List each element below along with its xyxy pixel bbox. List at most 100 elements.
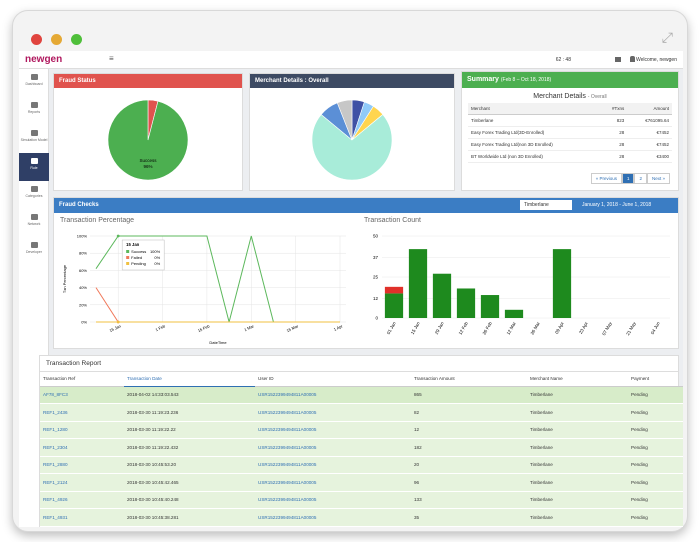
table-row[interactable]: REF1_2304 2018-03-30 11:19:22.432 USR15223… [40, 438, 683, 456]
x-tick-label: 1 Mar [243, 323, 255, 332]
y-tick-label: 50 [373, 234, 379, 239]
sidebar-item[interactable]: Dashboard [19, 69, 49, 97]
column-header[interactable]: Transaction Ref [43, 376, 76, 382]
table-cell: 865 [414, 392, 422, 398]
table-cell: 2018-03-30 11:19:22.432 [127, 444, 179, 450]
table-cell: Pending [631, 497, 648, 503]
bar-segment [408, 249, 428, 318]
sidebar-label: Rule [30, 166, 38, 170]
page-button[interactable]: 2 [634, 173, 647, 184]
column-header[interactable]: User ID [258, 376, 274, 382]
table-cell: 12 [414, 427, 420, 433]
sidebar-icon [30, 242, 38, 248]
column-header[interactable]: Merchant Name [530, 376, 563, 382]
x-tick-label: 04 Jun [650, 321, 661, 336]
table-row[interactable]: REF1_1280 2018-03-30 11:19:22.22 USR152239… [40, 421, 683, 439]
table-row[interactable]: REF1_2124 2018-03-30 10:45:42.465 USR15223… [40, 473, 683, 491]
logo[interactable]: newgen [25, 54, 63, 65]
chart-title: Transaction Percentage [60, 217, 134, 224]
panel-title: Transaction Report [40, 356, 678, 372]
sidebar-icon [30, 186, 38, 192]
date-range-picker[interactable]: January 1, 2018 - June 1, 2018 [582, 202, 652, 208]
chart-icon[interactable] [615, 57, 621, 62]
table-cell: Pending [631, 462, 648, 468]
x-tick-label: 23 Apr [578, 321, 589, 335]
maximize-button[interactable] [71, 34, 82, 45]
summary-table: Merchant #Txns Amount Timberlane 823 €761095.… [468, 103, 672, 163]
pie-slice [311, 114, 393, 181]
sidebar-icon [30, 102, 38, 108]
column-header: #Txns [612, 106, 625, 111]
merchant-dropdown[interactable]: Timberlane [520, 200, 572, 210]
expand-icon[interactable]: ⤢ [661, 29, 673, 45]
table-cell: USR1522399494811A00005 [258, 479, 317, 485]
page-button[interactable]: « Previous [590, 173, 622, 184]
y-tick-label: 37 [373, 255, 379, 260]
app: newgen ≡ 62 : 48 Welcome, newgen Dashboa… [19, 51, 683, 527]
table-header-row: Transaction Ref Transaction Date User ID Tr… [40, 372, 683, 387]
table-cell: Easy Forex Trading Ltd(3D-Enrolled) [471, 130, 545, 135]
merchant-details-panel: Merchant Details : Overall [249, 73, 455, 191]
sidebar-item[interactable]: Reports [19, 97, 49, 125]
column-header[interactable]: Transaction Amount [414, 376, 455, 382]
table-cell: 28 [619, 154, 625, 159]
app-header: newgen ≡ 62 : 48 Welcome, newgen [19, 51, 683, 69]
sidebar-label: Dashboard [25, 82, 43, 86]
table-cell: Easy Forex Trading Ltd(non 3D Enrolled) [471, 142, 553, 147]
close-button[interactable] [31, 34, 42, 45]
table-cell: 133 [414, 497, 422, 503]
menu-toggle[interactable]: ≡ [109, 54, 114, 63]
table-cell: €7452 [656, 142, 669, 147]
table-cell: 2018-03-30 10:45:42.465 [127, 479, 179, 485]
sidebar-label: Categories [25, 194, 43, 198]
table-cell: 28 [619, 142, 625, 147]
table-cell: REF1_4926 [43, 497, 68, 503]
report-panel: Transaction Report Transaction Ref Transa… [39, 355, 683, 527]
bell-icon[interactable] [630, 56, 635, 62]
table-row[interactable]: AF78_8FC3 2018-04-02 14:33:03.543 USR15223… [40, 386, 683, 404]
table-row[interactable]: REF1_2436 2018-03-30 11:19:23.236 USR15223… [40, 403, 683, 421]
y-tick-label: 100% [77, 234, 88, 239]
page-button[interactable]: Next » [646, 173, 670, 184]
sidebar-item[interactable]: Developer [19, 237, 49, 265]
table-cell: 182 [414, 444, 422, 450]
table-cell: Pending [631, 444, 648, 450]
summary-panel: Summary (Feb 8 – Oct 18, 2018) Merchant … [461, 71, 679, 191]
page-button[interactable]: 1 [621, 173, 635, 184]
pie-slice [336, 99, 353, 141]
x-tick-label: 15 Jan [109, 323, 122, 333]
minimize-button[interactable] [51, 34, 62, 45]
y-tick-label: 25 [373, 275, 379, 280]
sidebar-item[interactable]: Simulation Model [19, 125, 49, 153]
sidebar-item[interactable]: Rule [19, 153, 49, 181]
column-header: Merchant [471, 106, 490, 111]
tooltip-name: Pending [131, 261, 146, 266]
sidebar: Dashboard Reports Simulation Model Rule Cate… [19, 69, 49, 527]
table-cell: 28 [619, 130, 625, 135]
column-header[interactable]: Payment [631, 376, 650, 382]
table-cell: €7452 [656, 130, 669, 135]
table-header-row: Merchant #Txns Amount [468, 103, 672, 115]
table-cell: Timberlane [530, 497, 553, 503]
table-cell: 2018-03-30 10:45:40.248 [127, 497, 179, 503]
table-row[interactable]: REF1_4926 2018-03-30 10:45:40.248 USR15223… [40, 491, 683, 509]
date-range: (Feb 8 – Oct 18, 2018) [500, 77, 552, 83]
sidebar-item[interactable]: Network [19, 209, 49, 237]
y-tick-label: 80% [79, 251, 87, 256]
y-tick-label: 20% [79, 302, 87, 307]
table-row[interactable]: REF1_4931 2018-03-30 10:45:38.281 USR15223… [40, 508, 683, 526]
y-axis-label: Txn Percentage [62, 264, 67, 293]
table-cell: €3400 [656, 154, 669, 159]
x-tick-label: 07 May [601, 320, 613, 336]
table-row[interactable]: REF1_2880 2018-03-30 10:45:53.20 USR152239… [40, 456, 683, 474]
sidebar-item[interactable]: Categories [19, 181, 49, 209]
sidebar-icon [30, 74, 38, 80]
fraud-checks-panel: Fraud Checks Timberlane January 1, 2018 … [53, 197, 679, 349]
subtitle: Merchant Details [533, 93, 586, 100]
welcome-menu[interactable]: Welcome, newgen [635, 57, 677, 63]
table-cell: USR1522399494811A00005 [258, 427, 317, 433]
bar-chart: Transaction Count 0 12 25 37 50 01 Jan 15 Jan 29… [364, 217, 670, 336]
column-header[interactable]: Transaction Date [124, 372, 255, 387]
column-header: Amount [653, 106, 669, 111]
